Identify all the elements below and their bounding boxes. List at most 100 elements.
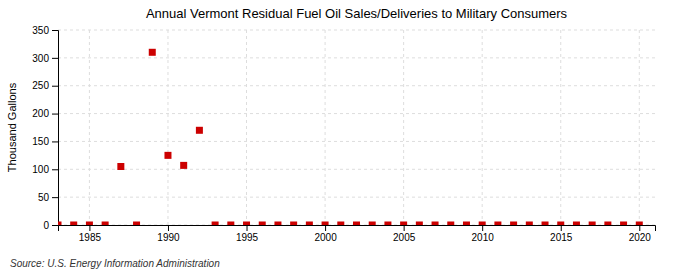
grid-line-x <box>560 30 561 225</box>
tick-label: 1985 <box>79 232 102 243</box>
point <box>306 222 313 226</box>
point <box>604 222 611 226</box>
grid-line-x <box>403 30 404 225</box>
tick-mark <box>561 225 562 231</box>
point <box>463 222 470 226</box>
tick: 150 <box>32 136 58 147</box>
tick-mark <box>52 169 58 170</box>
tick-label: 1990 <box>157 232 180 243</box>
point <box>416 222 423 226</box>
plot-area: 1985 1990 1995 2000 2005 2010 2015 2020 0 50 100 15… <box>32 25 655 243</box>
grid-line-y <box>58 113 655 114</box>
point <box>117 163 124 170</box>
grid-line-x <box>325 30 326 225</box>
source-note: Source: U.S. Energy Information Administ… <box>10 258 220 269</box>
tick-label: 0 <box>43 220 49 231</box>
point <box>259 222 266 226</box>
point <box>196 127 203 134</box>
tick: 100 <box>32 164 58 175</box>
point <box>274 222 281 226</box>
tick-label: 150 <box>32 136 49 147</box>
chart-svg: 1985 1990 1995 2000 2005 2010 2015 2020 0 50 100 15… <box>0 0 675 275</box>
grid-line-x <box>639 30 640 225</box>
point <box>432 222 439 226</box>
tick-label: 350 <box>32 25 49 36</box>
tick-label: 2005 <box>393 232 416 243</box>
axis-line <box>52 31 59 226</box>
grid-line-y <box>58 85 655 86</box>
tick-label: 2020 <box>629 232 652 243</box>
point <box>243 222 250 226</box>
tick-label: 2015 <box>550 232 573 243</box>
y-axis: 0 50 100 150 200 250 300 350 <box>32 25 58 231</box>
point <box>86 222 93 226</box>
grid-line-x <box>89 30 90 225</box>
grid-line-y <box>58 30 655 31</box>
point <box>322 222 329 226</box>
grid-line-y <box>58 141 655 142</box>
point <box>479 222 486 226</box>
title: Annual Vermont Residual Fuel Oil Sales/D… <box>146 6 568 21</box>
tick: 2010 <box>472 225 495 243</box>
chart-container: 1985 1990 1995 2000 2005 2010 2015 2020 0 50 100 15… <box>0 0 675 275</box>
grid-line-y <box>58 57 655 58</box>
point <box>400 222 407 226</box>
point <box>227 222 234 226</box>
tick: 0 <box>43 220 58 231</box>
point <box>542 222 549 226</box>
tick: 1995 <box>236 225 259 243</box>
tick: 50 <box>38 192 58 203</box>
tick: 2020 <box>629 225 652 243</box>
tick-mark <box>52 30 58 31</box>
tick-mark <box>52 58 58 59</box>
point <box>353 222 360 226</box>
point <box>180 162 187 169</box>
tick-mark <box>168 225 169 231</box>
tick-mark <box>325 225 326 231</box>
tick: 2005 <box>393 225 416 243</box>
tick: 350 <box>32 25 58 36</box>
tick-label: 250 <box>32 80 49 91</box>
tick-label: 200 <box>32 108 49 119</box>
tick-mark <box>247 225 248 231</box>
grid <box>58 30 655 225</box>
tick-mark <box>404 225 405 231</box>
point <box>589 222 596 226</box>
point <box>369 222 376 226</box>
grid-line-y <box>58 197 655 198</box>
tick-mark <box>89 225 90 231</box>
point <box>149 49 156 56</box>
point <box>102 222 109 226</box>
grid-line-x <box>167 30 168 225</box>
tick-mark <box>482 225 483 231</box>
tick: 250 <box>32 80 58 91</box>
grid-line-x <box>246 30 247 225</box>
point <box>164 152 171 159</box>
tick: 2000 <box>314 225 337 243</box>
x-axis: 1985 1990 1995 2000 2005 2010 2015 2020 <box>59 225 656 243</box>
point <box>337 222 344 226</box>
tick-mark <box>52 197 58 198</box>
point <box>290 222 297 226</box>
tick-label: 100 <box>32 164 49 175</box>
tick-mark <box>52 141 58 142</box>
point <box>620 222 627 226</box>
tick: 1985 <box>79 225 102 243</box>
tick-label: 2000 <box>314 232 337 243</box>
point <box>212 222 219 226</box>
grid-line-x <box>482 30 483 225</box>
tick-label: 50 <box>38 192 50 203</box>
point <box>133 222 140 226</box>
point <box>573 222 580 226</box>
point <box>557 222 564 226</box>
point <box>447 222 454 226</box>
point <box>70 222 77 226</box>
tick-label: 1995 <box>236 232 259 243</box>
grid-line-y <box>58 169 655 170</box>
axis-line <box>59 226 656 232</box>
tick-mark <box>52 114 58 115</box>
tick-mark <box>52 225 58 226</box>
tick: 300 <box>32 53 58 64</box>
tick-mark <box>52 86 58 87</box>
point <box>510 222 517 226</box>
